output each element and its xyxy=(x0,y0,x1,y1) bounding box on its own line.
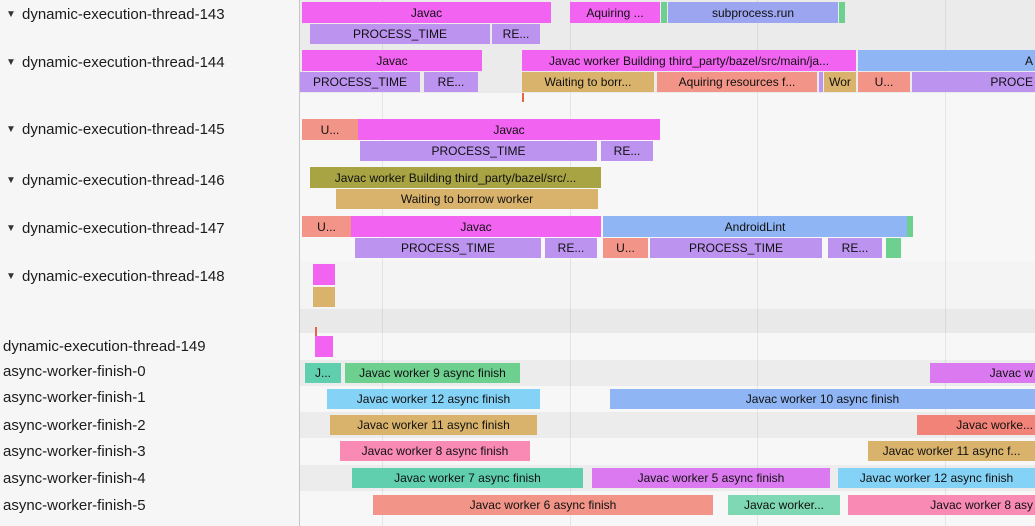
timeline-slice[interactable]: Javac worker 12 async finish xyxy=(327,389,540,409)
timeline-slice[interactable]: Aquiring ... xyxy=(570,2,660,23)
timeline-slice[interactable]: Javac worker Building third_party/bazel/… xyxy=(310,167,601,188)
expander-triangle-icon[interactable]: ▼ xyxy=(6,174,16,186)
time-gridline xyxy=(570,0,571,526)
track-name: async-worker-finish-0 xyxy=(3,362,146,380)
track-name: dynamic-execution-thread-146 xyxy=(22,171,225,189)
timeline-slice[interactable]: PROCESS_TIME xyxy=(355,238,541,258)
timeline-slice[interactable]: PROCESS_TIME xyxy=(360,141,597,161)
track-name: async-worker-finish-1 xyxy=(3,388,146,406)
timeline-slice[interactable]: PROCESS_TIME xyxy=(310,24,490,44)
timeline-slice[interactable]: Javac worker 11 async finish xyxy=(330,415,537,435)
timeline-slice[interactable]: RE... xyxy=(545,238,597,258)
track-header[interactable]: ▼ dynamic-execution-thread-143 xyxy=(0,3,225,25)
track-header[interactable]: async-worker-finish-3 xyxy=(0,440,146,462)
timeline-slice[interactable]: Javac worker 8 asy xyxy=(848,495,1035,515)
instant-event-tick[interactable] xyxy=(522,93,524,102)
track-name: async-worker-finish-5 xyxy=(3,496,146,514)
timeline-slice[interactable]: Javac worker 10 async finish xyxy=(610,389,1035,409)
expander-triangle-icon[interactable]: ▼ xyxy=(6,222,16,234)
timeline-slice[interactable]: PROCESS_TIME xyxy=(650,238,822,258)
timeline-slice[interactable] xyxy=(819,72,823,92)
track-name: async-worker-finish-4 xyxy=(3,469,146,487)
time-gridline xyxy=(382,0,383,526)
track-name: dynamic-execution-thread-148 xyxy=(22,267,225,285)
timeline-slice[interactable]: Javac worker... xyxy=(728,495,840,515)
timeline-slice[interactable]: Javac worke... xyxy=(917,415,1035,435)
timeline-canvas[interactable]: Javac Aquiring ... subprocess.run PROCESS_T… xyxy=(300,0,1035,526)
time-gridline xyxy=(757,0,758,526)
track-header[interactable]: async-worker-finish-5 xyxy=(0,494,146,516)
time-gridline xyxy=(945,0,946,526)
instant-event-tick[interactable] xyxy=(315,327,317,336)
timeline-slice[interactable]: Javac worker 8 async finish xyxy=(340,441,530,461)
timeline-slice[interactable]: Javac w xyxy=(930,363,1035,383)
timeline-slice[interactable]: U... xyxy=(603,238,648,258)
track-header[interactable]: async-worker-finish-1 xyxy=(0,386,146,408)
timeline-slice[interactable]: Javac worker 9 async finish xyxy=(345,363,520,383)
track-header[interactable]: ▼ dynamic-execution-thread-147 xyxy=(0,217,225,239)
track-header[interactable]: async-worker-finish-0 xyxy=(0,360,146,382)
track-name: dynamic-execution-thread-147 xyxy=(22,219,225,237)
track-name: dynamic-execution-thread-144 xyxy=(22,53,225,71)
timeline-slice[interactable]: RE... xyxy=(601,141,653,161)
timeline-slice[interactable] xyxy=(661,2,667,23)
timeline-slice[interactable]: Javac xyxy=(351,216,601,237)
timeline-slice[interactable]: U... xyxy=(302,119,358,140)
timeline-slice[interactable]: Javac xyxy=(358,119,660,140)
timeline-slice[interactable]: U... xyxy=(302,216,351,237)
expander-triangle-icon[interactable]: ▼ xyxy=(6,123,16,135)
track-header[interactable]: async-worker-finish-2 xyxy=(0,414,146,436)
expander-triangle-icon[interactable]: ▼ xyxy=(6,8,16,20)
timeline-slice[interactable] xyxy=(907,216,913,237)
track-name: dynamic-execution-thread-143 xyxy=(22,5,225,23)
track-name: dynamic-execution-thread-145 xyxy=(22,120,225,138)
row-background xyxy=(300,309,1035,333)
timeline-slice[interactable]: Javac worker 5 async finish xyxy=(592,468,830,488)
timeline-slice[interactable]: Javac xyxy=(302,50,482,71)
timeline-slice[interactable]: Javac xyxy=(302,2,551,23)
timeline-slice[interactable]: Javac worker 11 async f... xyxy=(868,441,1035,461)
expander-triangle-icon[interactable]: ▼ xyxy=(6,270,16,282)
timeline-slice[interactable] xyxy=(886,238,901,258)
timeline-slice[interactable]: Wor xyxy=(824,72,856,92)
timeline-slice[interactable] xyxy=(315,336,333,357)
row-background xyxy=(300,261,1035,309)
timeline-slice[interactable]: U... xyxy=(858,72,910,92)
timeline-slice[interactable] xyxy=(313,264,335,285)
timeline-slice[interactable]: PROCE xyxy=(912,72,1035,92)
timeline-slice[interactable]: Javac worker 7 async finish xyxy=(352,468,583,488)
row-background xyxy=(300,93,1035,115)
timeline-slice[interactable]: Waiting to borr... xyxy=(522,72,654,92)
timeline-slice[interactable]: Aquiring resources f... xyxy=(657,72,817,92)
timeline-slice[interactable]: Waiting to borrow worker xyxy=(336,189,598,209)
timeline-slice[interactable] xyxy=(839,2,845,23)
expander-triangle-icon[interactable]: ▼ xyxy=(6,56,16,68)
track-header[interactable]: async-worker-finish-4 xyxy=(0,467,146,489)
track-name: dynamic-execution-thread-149 xyxy=(3,337,206,355)
timeline-slice[interactable]: subprocess.run xyxy=(668,2,838,23)
timeline-slice[interactable]: RE... xyxy=(828,238,882,258)
timeline-slice[interactable]: RE... xyxy=(492,24,540,44)
track-list-sidebar: ▼ dynamic-execution-thread-143 ▼ dynamic-ex… xyxy=(0,0,300,526)
track-name: async-worker-finish-2 xyxy=(3,416,146,434)
timeline-slice[interactable]: Javac worker 6 async finish xyxy=(373,495,713,515)
timeline-slice[interactable]: Javac worker Building third_party/bazel/… xyxy=(522,50,856,71)
timeline-slice[interactable]: Javac worker 12 async finish xyxy=(838,468,1035,488)
timeline-slice[interactable]: A xyxy=(858,50,1035,71)
timeline-slice[interactable] xyxy=(313,287,335,307)
track-header[interactable]: ▼ dynamic-execution-thread-148 xyxy=(0,265,225,287)
timeline-slice[interactable]: J... xyxy=(305,363,341,383)
timeline-slice[interactable]: AndroidLint xyxy=(603,216,907,237)
track-header[interactable]: dynamic-execution-thread-149 xyxy=(0,335,206,357)
track-header[interactable]: ▼ dynamic-execution-thread-144 xyxy=(0,51,225,73)
row-background xyxy=(300,333,1035,360)
timeline-slice[interactable]: RE... xyxy=(424,72,478,92)
timeline-slice[interactable]: PROCESS_TIME xyxy=(300,72,420,92)
track-name: async-worker-finish-3 xyxy=(3,442,146,460)
track-header[interactable]: ▼ dynamic-execution-thread-145 xyxy=(0,118,225,140)
track-header[interactable]: ▼ dynamic-execution-thread-146 xyxy=(0,169,225,191)
